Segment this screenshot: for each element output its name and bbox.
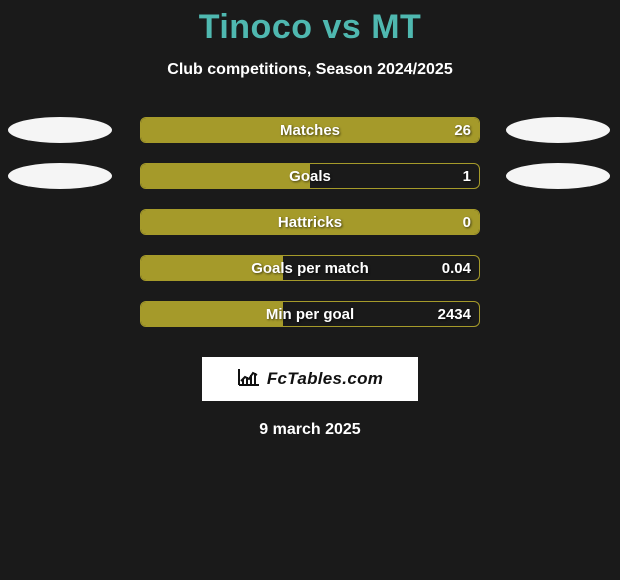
stats-card: Tinoco vs MT Club competitions, Season 2…	[0, 0, 620, 439]
right-ellipse	[506, 117, 610, 143]
page-title: Tinoco vs MT	[199, 8, 422, 47]
stat-rows: Matches 26 Goals 1 Hattricks 0	[0, 117, 620, 327]
stat-bar: Min per goal 2434	[140, 301, 480, 327]
stat-row: Hattricks 0	[0, 209, 620, 235]
page-subtitle: Club competitions, Season 2024/2025	[167, 61, 452, 79]
bar-fill	[141, 302, 283, 326]
right-ellipse	[506, 163, 610, 189]
bar-fill	[141, 164, 310, 188]
logo-text: FcTables.com	[267, 369, 383, 389]
date: 9 march 2025	[259, 421, 360, 439]
stat-bar: Hattricks 0	[140, 209, 480, 235]
stat-row: Goals per match 0.04	[0, 255, 620, 281]
bar-value: 1	[463, 164, 471, 188]
bar-value: 0.04	[442, 256, 471, 280]
stat-row: Goals 1	[0, 163, 620, 189]
logo-chart-icon	[237, 367, 261, 392]
stat-row: Matches 26	[0, 117, 620, 143]
bar-fill	[141, 210, 479, 234]
logo: FcTables.com	[202, 357, 418, 401]
stat-bar: Matches 26	[140, 117, 480, 143]
stat-row: Min per goal 2434	[0, 301, 620, 327]
left-ellipse	[8, 117, 112, 143]
bar-fill	[141, 256, 283, 280]
bar-value: 2434	[438, 302, 471, 326]
stat-bar: Goals 1	[140, 163, 480, 189]
bar-fill	[141, 118, 479, 142]
stat-bar: Goals per match 0.04	[140, 255, 480, 281]
left-ellipse	[8, 163, 112, 189]
